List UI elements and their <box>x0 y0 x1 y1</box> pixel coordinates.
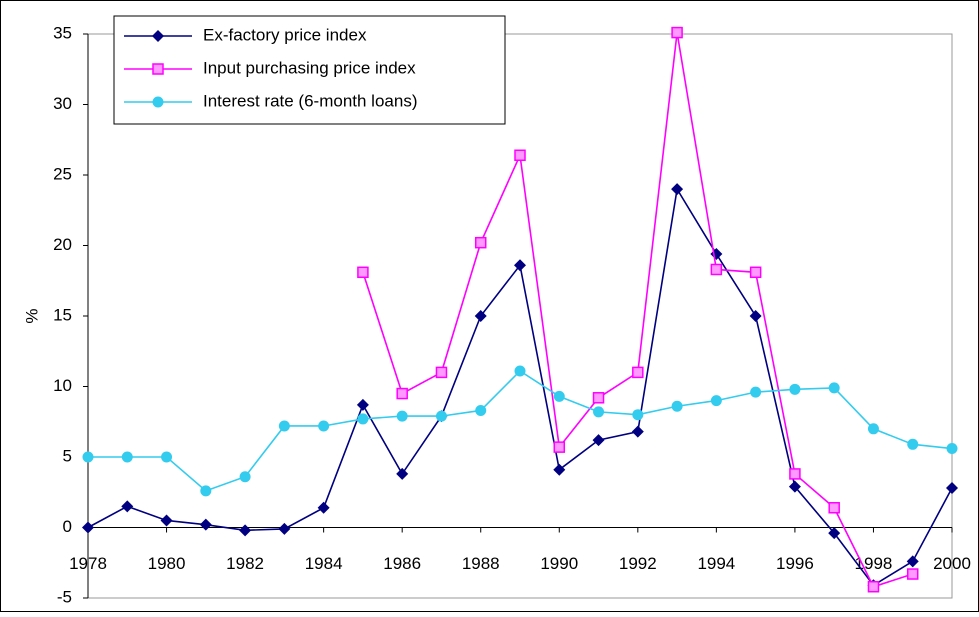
point <box>749 310 762 322</box>
point <box>906 555 919 568</box>
x-tick-label: 2000 <box>933 554 971 573</box>
point <box>121 451 133 463</box>
point <box>828 527 841 540</box>
y-tick-label: 25 <box>53 164 72 183</box>
y-tick-label: 20 <box>53 235 72 254</box>
point <box>632 366 644 379</box>
point <box>946 443 958 455</box>
x-tick-label: 1982 <box>226 554 264 573</box>
legend-label: Input purchasing price index <box>203 58 416 77</box>
x-tick-label: 1988 <box>462 554 500 573</box>
y-tick-label: 0 <box>63 517 72 536</box>
point <box>632 409 644 421</box>
point <box>907 438 919 450</box>
point <box>474 310 487 322</box>
point <box>396 387 408 400</box>
x-tick-label: 1980 <box>148 554 186 573</box>
legend-marker <box>152 30 164 42</box>
point <box>514 365 526 377</box>
point <box>710 395 722 407</box>
y-tick-label: 30 <box>53 94 72 113</box>
legend-marker <box>152 96 164 108</box>
point <box>239 471 251 483</box>
y-tick-label: 10 <box>53 376 72 395</box>
point <box>356 398 369 411</box>
x-tick-label: 1992 <box>619 554 657 573</box>
x-tick-label: 1998 <box>855 554 893 573</box>
legend-box <box>113 15 506 125</box>
point <box>82 451 94 463</box>
point <box>357 266 369 279</box>
point <box>750 386 762 398</box>
point <box>789 468 801 480</box>
point <box>160 514 173 527</box>
point <box>357 413 369 425</box>
point <box>671 183 684 196</box>
x-tick-label: 1984 <box>305 554 343 573</box>
point <box>239 524 252 537</box>
point <box>199 518 212 531</box>
point <box>710 263 723 276</box>
point <box>514 149 526 162</box>
y-tick-label: 35 <box>53 23 72 42</box>
plot-area <box>87 33 953 599</box>
point <box>553 463 566 476</box>
point <box>396 410 408 422</box>
point <box>592 434 605 447</box>
point <box>317 501 330 514</box>
legend-label: Ex-factory price index <box>203 25 367 44</box>
point <box>867 423 879 435</box>
point <box>671 400 683 412</box>
x-tick-label: 1978 <box>69 554 107 573</box>
point <box>553 390 565 402</box>
point <box>749 266 762 279</box>
y-tick-label: -5 <box>57 587 72 606</box>
point <box>435 410 447 422</box>
legend-label: Interest rate (6-month loans) <box>203 91 417 110</box>
y-axis-label: % <box>22 308 41 323</box>
y-tick-label: 5 <box>63 446 72 465</box>
point <box>553 441 566 453</box>
x-tick-label: 1994 <box>697 554 735 573</box>
point <box>278 420 290 432</box>
point <box>593 406 605 418</box>
point <box>788 480 801 493</box>
point <box>631 425 644 438</box>
x-tick-label: 1986 <box>383 554 421 573</box>
point <box>161 451 173 463</box>
point <box>475 404 487 416</box>
point <box>514 259 526 272</box>
point <box>592 392 605 404</box>
point <box>906 568 919 580</box>
point <box>671 26 683 39</box>
point <box>474 236 487 249</box>
point <box>789 383 801 395</box>
point <box>435 366 448 379</box>
point <box>318 420 330 432</box>
legend-marker <box>152 63 164 75</box>
point <box>396 467 409 480</box>
y-tick-label: 15 <box>53 305 72 324</box>
x-tick-label: 1996 <box>776 554 814 573</box>
point <box>946 482 958 495</box>
point <box>867 580 880 593</box>
point <box>121 500 134 513</box>
x-tick-label: 1990 <box>540 554 578 573</box>
point <box>200 485 212 497</box>
point <box>82 521 94 534</box>
point <box>278 522 291 535</box>
point <box>828 382 840 394</box>
point <box>828 502 840 514</box>
